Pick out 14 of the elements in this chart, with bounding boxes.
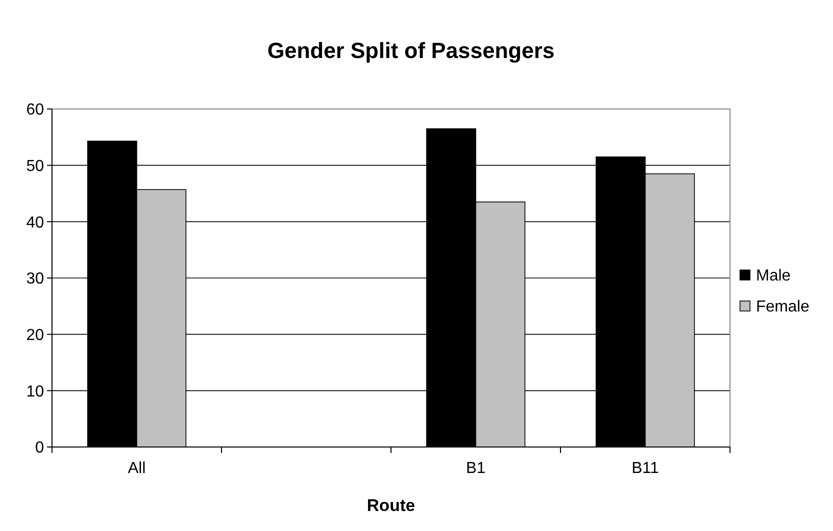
chart-title: Gender Split of Passengers bbox=[267, 38, 555, 63]
y-tick-label: 20 bbox=[26, 326, 44, 344]
x-tick-label: All bbox=[128, 460, 146, 477]
y-tick-label: 30 bbox=[26, 270, 44, 288]
y-tick-label: 10 bbox=[26, 383, 44, 400]
y-tick-label: 50 bbox=[26, 158, 44, 175]
legend-label: Male bbox=[756, 268, 791, 285]
y-tick-label: 60 bbox=[26, 102, 44, 119]
y-tick-label: 0 bbox=[35, 440, 44, 457]
x-tick-label: B1 bbox=[466, 460, 486, 477]
x-axis-title: Route bbox=[366, 496, 416, 515]
y-tick-label: 40 bbox=[26, 214, 44, 232]
x-tick-label: B11 bbox=[632, 460, 659, 477]
legend-label: Female bbox=[756, 298, 810, 316]
